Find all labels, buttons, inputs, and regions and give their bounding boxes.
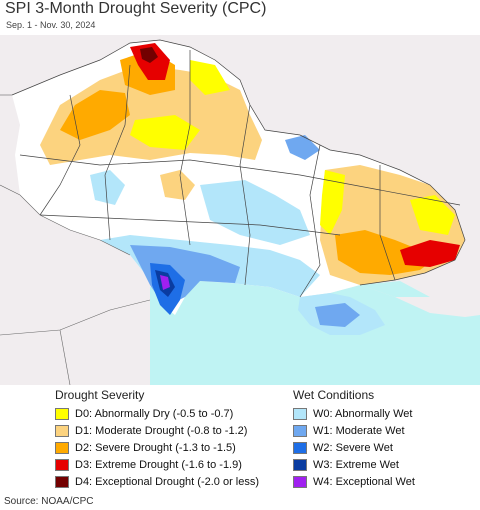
legend-label-w4: W4: Exceptional Wet — [313, 475, 415, 488]
legend-swatch-d4 — [55, 475, 69, 488]
drought-d4-north — [140, 47, 158, 63]
wet-w1-central — [285, 135, 320, 160]
source-credit: Source: NOAA/CPC — [4, 496, 94, 507]
legend-label-w0: W0: Abnormally Wet — [313, 407, 413, 420]
oblast-borders — [11, 39, 466, 298]
legend-label-d4: D4: Exceptional Drought (-2.0 or less) — [75, 475, 260, 488]
neighbor-borders — [0, 94, 151, 385]
legend-label-w1: W1: Moderate Wet — [313, 424, 405, 437]
legend-swatch-d2 — [55, 441, 69, 454]
drought-map — [0, 35, 480, 385]
legend-w2: W2: Severe Wet — [293, 440, 393, 455]
drought-d0-east-2 — [410, 195, 455, 235]
legend-w1: W1: Moderate Wet — [293, 423, 405, 438]
legend-swatch-w4 — [293, 475, 307, 488]
legend-label-d0: D0: Abnormally Dry (-0.5 to -0.7) — [75, 407, 234, 420]
map-legend: Drought Severity Wet Conditions D0: Abno… — [0, 386, 480, 490]
legend-w4: W4: Exceptional Wet — [293, 474, 415, 489]
legend-d0: D0: Abnormally Dry (-0.5 to -0.7) — [55, 406, 233, 421]
date-range: Sep. 1 - Nov. 30, 2024 — [6, 20, 96, 30]
legend-swatch-d0 — [55, 407, 69, 420]
drought-d0-north-2 — [190, 60, 230, 95]
drought-d0-east — [320, 170, 345, 235]
legend-swatch-d3 — [55, 458, 69, 471]
legend-w0: W0: Abnormally Wet — [293, 406, 412, 421]
wet-w0-central — [90, 170, 125, 205]
black-sea — [150, 280, 480, 385]
legend-swatch-w3 — [293, 458, 307, 471]
wet-legend-title: Wet Conditions — [293, 388, 375, 402]
wet-w0-central-2 — [200, 180, 310, 245]
legend-label-d3: D3: Extreme Drought (-1.6 to -1.9) — [75, 458, 242, 471]
legend-label-d2: D2: Severe Drought (-1.3 to -1.5) — [75, 441, 236, 454]
legend-swatch-d1 — [55, 424, 69, 437]
page-title: SPI 3-Month Drought Severity (CPC) — [5, 0, 267, 17]
legend-swatch-w2 — [293, 441, 307, 454]
crimea-wet-core — [315, 303, 360, 327]
legend-w3: W3: Extreme Wet — [293, 457, 399, 472]
drought-d1-central — [160, 170, 195, 200]
legend-label-w3: W3: Extreme Wet — [313, 458, 399, 471]
legend-d4: D4: Exceptional Drought (-2.0 or less) — [55, 474, 259, 489]
wet-w4-south — [160, 275, 170, 290]
legend-label-w2: W2: Severe Wet — [313, 441, 393, 454]
drought-d2-northwest — [60, 90, 130, 140]
legend-swatch-w0 — [293, 407, 307, 420]
legend-d2: D2: Severe Drought (-1.3 to -1.5) — [55, 440, 236, 455]
drought-d3-east — [400, 240, 460, 267]
drought-legend-title: Drought Severity — [55, 388, 145, 402]
legend-d1: D1: Moderate Drought (-0.8 to -1.2) — [55, 423, 247, 438]
legend-label-d1: D1: Moderate Drought (-0.8 to -1.2) — [75, 424, 248, 437]
drought-d0-north — [130, 115, 200, 150]
legend-swatch-w1 — [293, 424, 307, 437]
legend-d3: D3: Extreme Drought (-1.6 to -1.9) — [55, 457, 242, 472]
sea-of-azov — [360, 281, 430, 297]
